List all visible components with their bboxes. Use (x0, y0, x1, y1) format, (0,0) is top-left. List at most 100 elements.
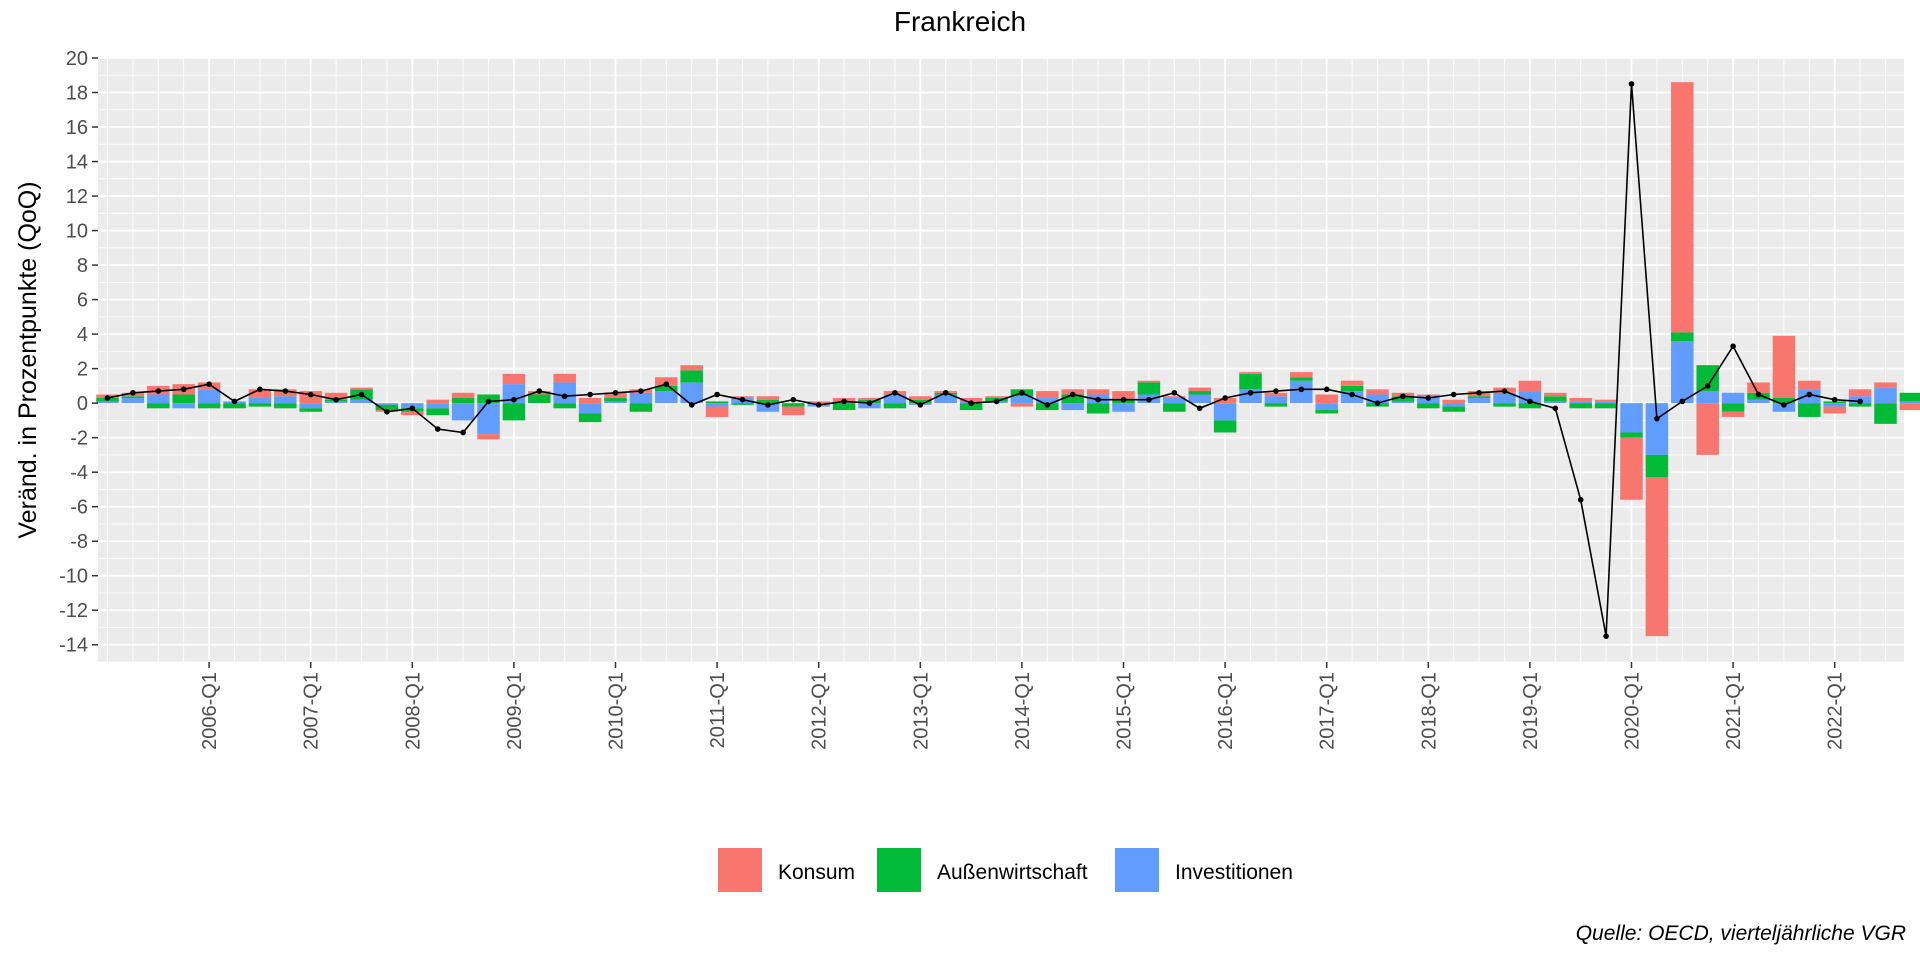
bar-segment-konsum (1315, 394, 1338, 404)
bar-segment-konsum (553, 373, 576, 383)
bar-segment-konsum (1620, 437, 1643, 500)
bar-segment-auenwirtschaft (1239, 373, 1262, 390)
total-point (1146, 396, 1152, 403)
total-point (1501, 388, 1508, 394)
total-point (485, 398, 492, 405)
bar-segment-auenwirtschaft (1137, 382, 1161, 395)
bar-segment-konsum (959, 397, 983, 402)
bar-segment-investitionen (172, 403, 195, 409)
total-point (942, 389, 949, 396)
bar-segment-auenwirtschaft (731, 403, 754, 405)
bar-segment-investitionen (1823, 403, 1846, 407)
bar-segment-konsum (1823, 406, 1846, 414)
total-point (1222, 395, 1228, 401)
bar-segment-konsum (1010, 403, 1034, 407)
bar-segment-auenwirtschaft (1645, 454, 1669, 478)
bar-segment-konsum (1721, 411, 1745, 417)
total-point (1755, 391, 1762, 398)
bar-segment-investitionen (578, 403, 602, 414)
bar-segment-auenwirtschaft (782, 403, 805, 407)
bar-segment-investitionen (96, 401, 119, 404)
bar-segment-konsum (1899, 403, 1920, 411)
bar-segment-auenwirtschaft (172, 394, 195, 404)
x-tick-label: 2019-Q1 (1520, 672, 1542, 750)
total-point (1527, 398, 1533, 405)
total-point (358, 391, 365, 398)
total-point (841, 398, 847, 405)
x-tick-label: 2016-Q1 (1215, 672, 1237, 750)
x-tick-label: 2009-Q1 (504, 672, 526, 750)
bar-segment-auenwirtschaft (1671, 332, 1694, 342)
bar-segment-konsum (1772, 335, 1796, 398)
bar-segment-auenwirtschaft (1594, 403, 1618, 409)
bar-segment-konsum (1645, 477, 1669, 637)
total-point (206, 381, 212, 387)
bar-segment-konsum (1442, 399, 1465, 404)
total-point (790, 396, 797, 403)
total-point (1323, 386, 1330, 393)
y-tick-label: 0 (77, 393, 88, 415)
total-line (104, 81, 1863, 639)
bar-segment-konsum (1340, 380, 1364, 386)
bar-segment-konsum (1518, 380, 1542, 392)
bar-segment-auenwirtschaft (1518, 403, 1542, 409)
x-tick-label: 2022-Q1 (1825, 672, 1847, 750)
legend-label: Investitionen (1175, 861, 1293, 884)
bar-segment-konsum (248, 389, 272, 398)
bar-segment-auenwirtschaft (1544, 396, 1567, 402)
y-tick-label: 20 (66, 48, 88, 70)
bar-segment-auenwirtschaft (655, 385, 678, 392)
bar-segment-investitionen (451, 403, 475, 421)
bar-segment-investitionen (299, 403, 322, 409)
bar-segment-konsum (1239, 372, 1262, 374)
bar-segment-auenwirtschaft (1772, 397, 1796, 404)
total-point (739, 396, 746, 403)
total-point (409, 405, 416, 412)
bar-segment-auenwirtschaft (832, 403, 856, 411)
bar-segment-auenwirtschaft (1340, 385, 1364, 392)
bar-segment-auenwirtschaft (1061, 394, 1084, 404)
bar-segment-konsum (451, 392, 475, 398)
bar-segment-investitionen (121, 397, 145, 404)
bar-segment-auenwirtschaft (1798, 403, 1821, 417)
y-tick-label: 8 (77, 255, 88, 277)
total-point (257, 386, 263, 393)
total-point (968, 400, 974, 406)
x-tick-label: 2014-Q1 (1012, 672, 1034, 750)
bar-segment-investitionen (1061, 403, 1084, 411)
bar-segment-investitionen (1620, 403, 1643, 433)
legend-swatch (1115, 848, 1159, 892)
y-tick-label: -2 (70, 428, 88, 450)
bar-segment-konsum (985, 396, 1008, 398)
bar-segment-konsum (401, 411, 424, 416)
bar-segment-konsum (1163, 396, 1186, 398)
bar-segment-investitionen (375, 403, 399, 405)
bar-segment-auenwirtschaft (1874, 403, 1897, 424)
total-point (1603, 633, 1609, 639)
bar-segment-auenwirtschaft (909, 399, 932, 404)
bar-segment-auenwirtschaft (147, 403, 170, 409)
bar-segment-investitionen (1594, 401, 1618, 404)
total-point (1730, 343, 1736, 349)
bar-segment-auenwirtschaft (604, 397, 627, 402)
bar-segment-investitionen (1163, 397, 1186, 404)
total-point (231, 398, 238, 405)
total-point (1831, 396, 1838, 403)
bar-segment-investitionen (248, 397, 272, 404)
bar-segment-investitionen (1671, 341, 1694, 404)
bar-segment-auenwirtschaft (959, 403, 983, 411)
bar-segment-auenwirtschaft (1264, 403, 1288, 407)
bar-segment-konsum (350, 387, 373, 390)
bar-segment-investitionen (350, 399, 373, 404)
y-tick-label: 14 (66, 152, 88, 174)
bar-segment-auenwirtschaft (299, 408, 322, 412)
legend-label: Konsum (778, 861, 855, 884)
y-tick-label: -4 (70, 462, 88, 484)
bar-segment-auenwirtschaft (1163, 403, 1186, 412)
x-tick-label: 2011-Q1 (707, 672, 729, 748)
y-tick-label: 6 (77, 290, 88, 312)
bar-segment-investitionen (1036, 397, 1059, 404)
